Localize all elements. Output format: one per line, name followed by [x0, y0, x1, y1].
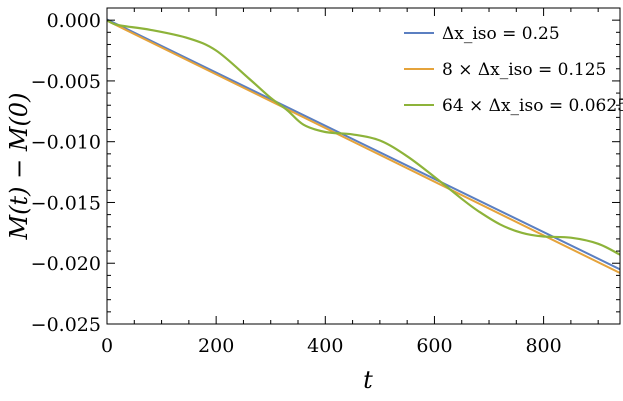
axis-ticks: 0 200 400 600 800 0.000 −0.005 −0.010 −0.015 −0.0… [31, 8, 620, 357]
y-tick-label: −0.010 [31, 132, 101, 154]
legend-label-3: 64 × Δx_iso = 0.0625 [442, 96, 623, 116]
y-tick-label: −0.005 [31, 71, 101, 93]
y-tick-label: −0.020 [31, 253, 101, 275]
legend-label-2: 8 × Δx_iso = 0.125 [442, 60, 606, 80]
x-tick-label: 800 [525, 335, 561, 357]
plot-frame [106, 7, 621, 325]
y-axis-label: M(t) − M(0) [5, 93, 33, 241]
legend-label-1: Δx_iso = 0.25 [442, 24, 560, 44]
series-line-1 [107, 18, 620, 271]
series-line-3 [107, 19, 620, 256]
x-tick-label: 0 [101, 335, 113, 357]
x-axis-label: t [363, 366, 373, 394]
x-tick-label: 200 [198, 335, 234, 357]
x-tick-label: 400 [307, 335, 343, 357]
series-line-2 [107, 19, 620, 274]
series-lines [107, 18, 620, 274]
y-tick-label: 0.000 [47, 10, 101, 32]
x-tick-label: 600 [416, 335, 452, 357]
y-tick-label: −0.025 [31, 314, 101, 336]
y-tick-label: −0.015 [31, 192, 101, 214]
legend: Δx_iso = 0.25 8 × Δx_iso = 0.125 64 × Δx_i… [404, 24, 623, 116]
